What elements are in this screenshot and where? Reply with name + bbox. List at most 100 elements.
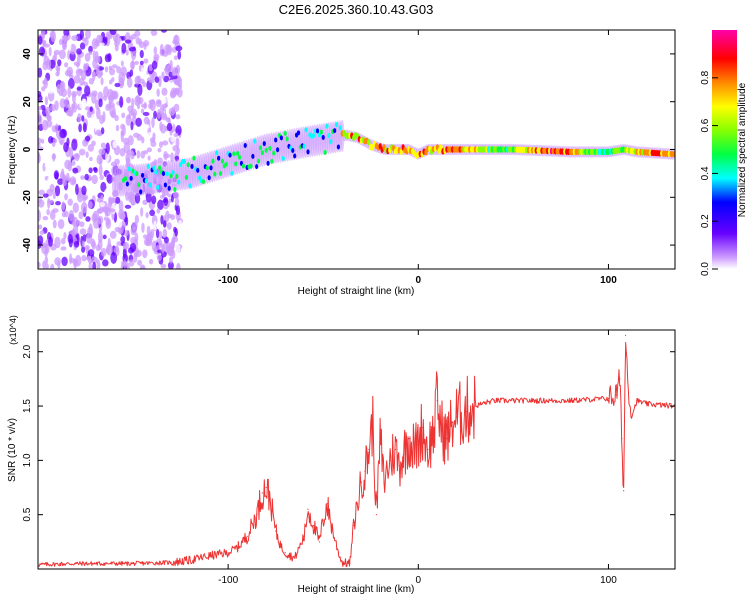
spectrogram-noise-cell — [79, 42, 86, 50]
spectrogram-noise-cell — [95, 129, 102, 137]
spectrogram-noise-cell — [135, 249, 142, 258]
spectrogram-cell — [272, 150, 276, 156]
snr-point — [623, 490, 625, 492]
spectrogram-noise-cell — [72, 216, 79, 228]
spectrogram-cell — [243, 143, 247, 149]
spectrogram-noise-cell — [136, 133, 143, 141]
spectrogram-noise-cell — [122, 253, 128, 263]
spec-xtick-label: 0 — [416, 275, 422, 286]
snr-point — [440, 427, 442, 429]
spec-ytick-label: 40 — [22, 48, 33, 60]
spectrogram-noise-cell — [98, 71, 104, 77]
spectrogram-noise-cell — [137, 96, 144, 105]
spectrogram-noise-cell — [149, 209, 156, 217]
spectrogram-noise-cell — [115, 196, 121, 204]
spectrogram-noise-cell — [38, 137, 42, 144]
snr-point — [446, 438, 448, 440]
spectrogram-noise-cell — [163, 153, 171, 159]
spectrogram-noise-cell — [45, 263, 49, 269]
spectrogram-noise-cell — [71, 139, 78, 151]
spectrogram-noise-cell — [165, 64, 170, 70]
spectrogram-noise-cell — [100, 77, 104, 86]
spectrogram-noise-cell — [83, 64, 89, 71]
spectrogram-noise-cell — [91, 140, 96, 147]
snr-point — [75, 562, 77, 565]
spectrogram-noise-cell — [81, 246, 86, 253]
spectrogram-noise-cell — [117, 220, 123, 228]
spectrogram-noise-cell — [84, 30, 91, 39]
spectrogram-noise-cell — [136, 150, 141, 159]
spectrogram-noise-cell — [161, 112, 168, 121]
spectrogram-noise-cell — [102, 36, 108, 43]
spectrogram-noise-cell — [130, 121, 134, 131]
spectrogram-noise-cell — [81, 115, 85, 122]
spectrogram-cell — [139, 189, 143, 195]
spectrogram-noise-cell — [46, 208, 50, 216]
spectrogram-noise-cell — [86, 232, 93, 244]
spectrogram-noise-cell — [171, 74, 178, 80]
spectrogram-noise-cell — [109, 230, 117, 239]
spectrogram-noise-cell — [162, 97, 167, 104]
spectrogram-cell — [220, 158, 225, 164]
spectrogram-cell — [184, 174, 188, 180]
spectrogram-noise-cell — [114, 33, 121, 46]
snr-point — [474, 405, 476, 407]
spectrogram-noise-cell — [119, 96, 124, 108]
spectrogram-noise-cell — [140, 265, 145, 269]
spectrogram-noise-cell — [169, 256, 173, 264]
spectrogram-noise-cell — [59, 98, 67, 109]
spectrogram-noise-cell — [49, 210, 56, 221]
spectrogram-noise-cell — [53, 49, 61, 56]
spectrogram-noise-cell — [67, 86, 72, 98]
spectrogram-noise-cell — [76, 86, 82, 91]
spectrogram-cell — [209, 165, 213, 171]
spectrogram-noise-cell — [176, 262, 181, 269]
snr-point — [313, 524, 315, 527]
snr-point — [394, 448, 397, 451]
spectrogram-noise-cell — [61, 168, 65, 178]
spectrogram-noise-cell — [91, 241, 97, 250]
snr-point — [353, 524, 355, 527]
spectrogram-noise-cell — [138, 41, 145, 49]
spectrogram-noise-cell — [82, 98, 87, 109]
spectrogram-noise-cell — [87, 201, 93, 209]
spectrogram-cell — [140, 172, 145, 178]
spectrogram-noise-cell — [129, 242, 137, 253]
spectrogram-noise-cell — [39, 230, 45, 235]
snr-point — [619, 378, 621, 380]
snr-point — [337, 552, 340, 554]
spectrogram-noise-cell — [121, 42, 127, 54]
spectrogram-cell — [123, 176, 128, 182]
snr-point — [256, 514, 258, 516]
spectrogram-cell — [236, 151, 240, 157]
spectrogram-noise-cell — [125, 157, 131, 167]
spectrogram-noise-cell — [42, 215, 49, 221]
snr-ylabel: SNR (10 * v/v) — [7, 418, 18, 482]
spectrogram-noise-cell — [156, 208, 161, 214]
snr-point — [349, 562, 351, 565]
spectrogram-noise-cell — [165, 44, 173, 56]
spectrogram-noise-cell — [123, 259, 127, 269]
spectrogram-noise-cell — [38, 46, 46, 57]
spectrogram-noise-cell — [71, 103, 76, 110]
spectrogram-noise-cell — [61, 38, 67, 50]
spectrogram-noise-cell — [139, 49, 144, 59]
spectrogram-noise-cell — [93, 167, 98, 173]
spectrogram-cell — [167, 185, 171, 191]
spectrogram-noise-cell — [151, 195, 157, 205]
spectrogram-noise-cell — [88, 45, 93, 54]
spectrogram-cell — [148, 182, 152, 188]
spectrogram-noise-cell — [167, 261, 174, 269]
spectrogram-noise-cell — [171, 250, 176, 259]
spectrogram-cell — [315, 128, 320, 134]
spectrogram-noise-cell — [130, 200, 135, 206]
figure-title: C2E6.2025.360.10.43.G03 — [279, 2, 434, 17]
spectrogram-noise-cell — [77, 113, 82, 123]
spectrogram-noise-cell — [105, 103, 111, 111]
spectrogram-noise-cell — [62, 177, 67, 187]
spectrogram-noise-cell — [92, 58, 98, 69]
spectrogram-cell — [281, 156, 285, 162]
spectrogram-noise-cell — [103, 95, 108, 101]
spectrogram-noise-cell — [125, 216, 129, 226]
spectrogram-noise-cell — [80, 175, 85, 180]
